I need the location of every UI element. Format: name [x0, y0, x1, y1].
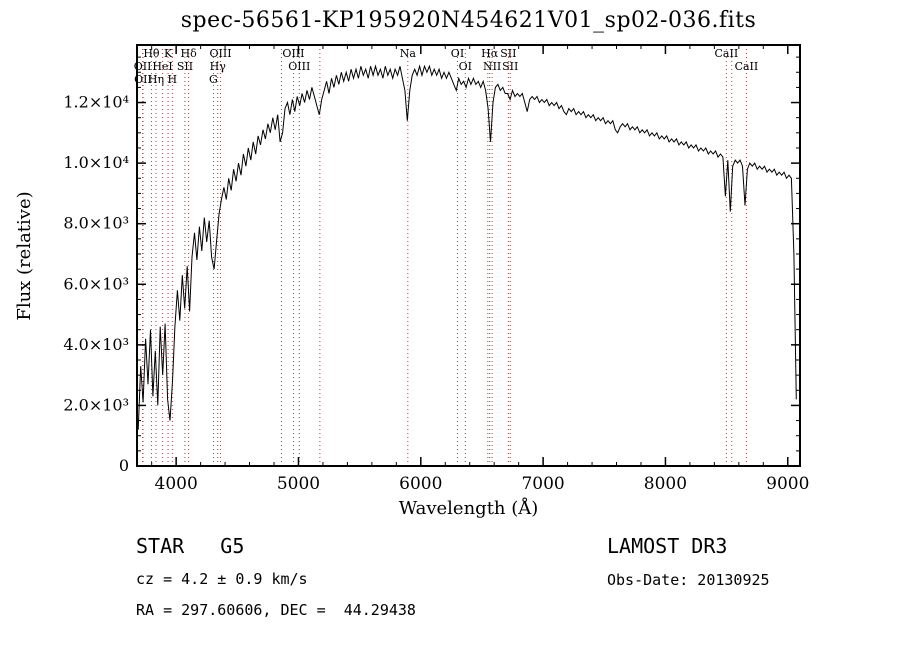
spectral-line-label: OII: [134, 73, 152, 86]
spectral-line-label: OI: [451, 47, 464, 60]
y-tick-label: 8.0×10³: [63, 214, 129, 233]
spectral-line-label: CaII: [735, 60, 759, 73]
y-tick-label: 2.0×10³: [63, 395, 129, 414]
y-tick-label: 4.0×10³: [63, 335, 129, 354]
y-axis-label: Flux (relative): [14, 191, 35, 321]
spectral-line-label: NII: [483, 60, 501, 73]
spectral-line-label: SII: [502, 60, 518, 73]
object-class-label: STAR G5: [136, 534, 245, 558]
cz-velocity-label: cz = 4.2 ± 0.9 km/s: [136, 570, 308, 588]
spectral-line-label: Hα: [481, 47, 499, 60]
spectral-line-label: Hγ: [210, 60, 227, 73]
spectral-line-label: G: [209, 73, 218, 86]
spectral-line-label: OIII: [282, 47, 304, 60]
y-tick-label: 0: [119, 456, 129, 475]
spectral-line-label: H: [168, 73, 178, 86]
spectral-line-label: K: [164, 47, 173, 60]
spectral-line-label: OIII: [288, 60, 310, 73]
x-tick-label: 4000: [155, 474, 198, 494]
spectral-line-label: Hη: [148, 73, 164, 86]
plot-frame: [136, 44, 801, 467]
spectral-line-label: Hδ: [181, 47, 198, 60]
x-tick-label: 6000: [399, 474, 442, 494]
x-tick-label: 7000: [521, 474, 564, 494]
x-tick-label: 5000: [277, 474, 320, 494]
spectral-line-label: HeI: [152, 60, 172, 73]
x-tick-label: 8000: [644, 474, 687, 494]
spectral-line-label: CaII: [715, 47, 739, 60]
x-axis-label: Wavelength (Å): [398, 498, 539, 519]
y-tick-label: 1.2×10⁴: [63, 93, 129, 112]
y-tick-label: 6.0×10³: [63, 274, 129, 293]
spectral-line-label: OII: [134, 60, 152, 73]
x-tick-label: 9000: [766, 474, 809, 494]
spectral-line-label: SII: [500, 47, 516, 60]
spectral-line-label: OI: [459, 60, 472, 73]
ra-dec-label: RA = 297.60606, DEC = 44.29438: [136, 601, 416, 619]
spectral-line-label: OIII: [210, 47, 232, 60]
y-tick-label: 1.0×10⁴: [63, 153, 129, 172]
survey-name-label: LAMOST DR3: [607, 534, 728, 558]
spectrum-line: [137, 64, 797, 430]
obs-date-label: Obs-Date: 20130925: [607, 571, 770, 589]
spectral-line-label: SII: [177, 60, 193, 73]
spectral-line-label: Na: [400, 47, 417, 60]
figure-title: spec-56561-KP195920N454621V01_sp02-036.f…: [180, 8, 757, 33]
spectral-line-label: Hθ: [143, 47, 160, 60]
